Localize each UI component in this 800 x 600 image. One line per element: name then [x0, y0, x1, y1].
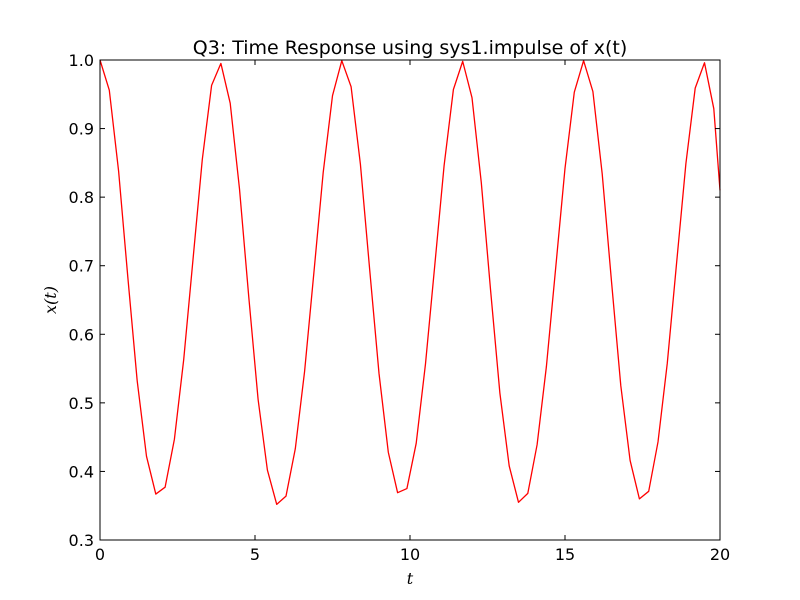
y-tick-label: 0.7 [69, 257, 94, 276]
chart-title: Q3: Time Response using sys1.impulse of … [193, 37, 628, 59]
y-tick-label: 0.4 [69, 462, 94, 481]
x-tick-label: 20 [710, 545, 730, 564]
x-axis-label: t [407, 569, 414, 588]
axes-frame [99, 59, 721, 541]
x-tick-label: 15 [555, 545, 575, 564]
x-tick-label: 0 [95, 545, 105, 564]
x-tick-label: 10 [400, 545, 420, 564]
series-line-0 [99, 59, 721, 505]
y-tick-label: 0.5 [69, 394, 94, 413]
y-tick-label: 0.3 [69, 531, 94, 550]
x-tick-label: 5 [250, 545, 260, 564]
y-tick-label: 1.0 [69, 51, 94, 70]
y-tick-label: 0.8 [69, 188, 94, 207]
axis-ticks: 0 5 10 15 20 0.3 0.4 0.5 0.6 0.7 0.8 0.9 1.0 [69, 51, 731, 564]
plot-area [99, 59, 721, 505]
y-tick-label: 0.6 [69, 325, 94, 344]
y-tick-label: 0.9 [69, 120, 94, 139]
y-axis-label: x(t) [41, 286, 60, 314]
